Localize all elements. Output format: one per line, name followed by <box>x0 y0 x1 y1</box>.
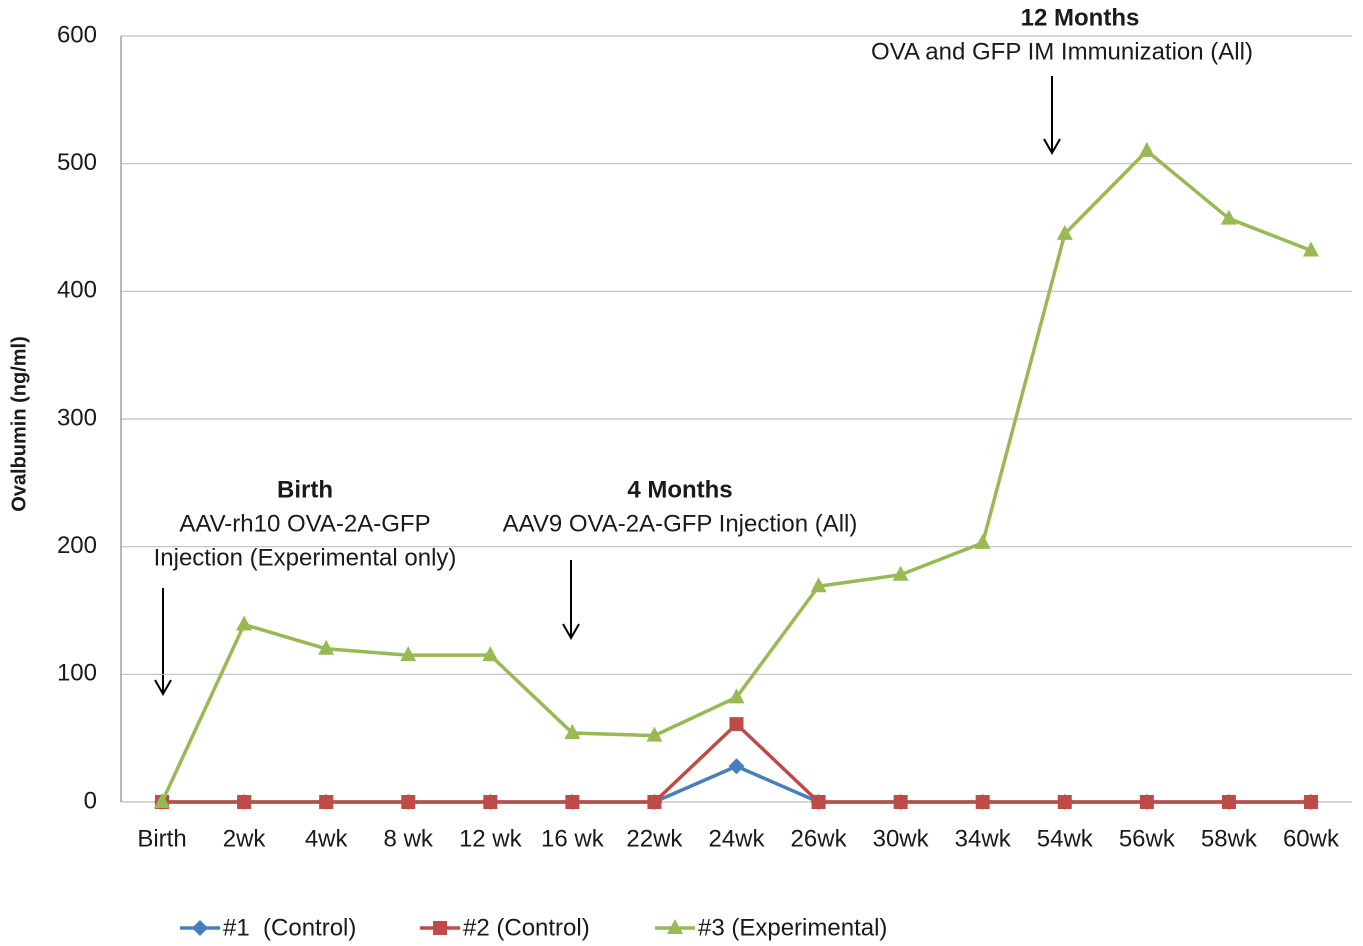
point <box>975 795 990 809</box>
point <box>237 795 252 809</box>
annotation-text: AAV9 OVA-2A-GFP Injection (All) <box>503 510 858 537</box>
series-line <box>160 149 1312 803</box>
x-tick-label: 60wk <box>1283 825 1340 852</box>
point <box>729 717 744 732</box>
point <box>1139 795 1154 809</box>
y-tick-label: 100 <box>57 660 97 687</box>
point <box>892 565 909 581</box>
arrows <box>154 76 1061 697</box>
y-tick-label: 200 <box>57 532 97 559</box>
legend-marker <box>192 920 208 936</box>
arrow <box>562 560 580 641</box>
x-tick-label: Birth <box>137 825 186 852</box>
point <box>318 639 335 655</box>
legend-marker <box>667 919 683 934</box>
x-tick-label: 22wk <box>626 825 683 852</box>
annotation-title: 12 Months <box>1021 4 1140 31</box>
point <box>646 726 663 742</box>
legend-label: #3 (Experimental) <box>698 914 887 941</box>
point <box>647 795 662 809</box>
point <box>1220 209 1237 225</box>
x-tick-label: 54wk <box>1037 825 1094 852</box>
y-tick-label: 500 <box>57 149 97 176</box>
x-tick-label: 58wk <box>1201 825 1258 852</box>
arrow <box>154 588 172 697</box>
x-tick-label: 34wk <box>955 825 1012 852</box>
annotation-title: 4 Months <box>627 476 732 503</box>
point <box>974 533 991 549</box>
y-axis-label: Ovalbumin (ng/ml) <box>8 336 30 512</box>
y-tick-label: 300 <box>57 404 97 431</box>
point <box>482 646 499 662</box>
point <box>154 793 171 808</box>
x-tick-label: 2wk <box>223 825 267 852</box>
point <box>401 795 416 809</box>
y-tick-label: 400 <box>57 277 97 304</box>
point <box>483 795 498 809</box>
x-tick-label: 56wk <box>1119 825 1176 852</box>
y-tick-label: 0 <box>84 787 97 814</box>
point <box>893 795 908 809</box>
annotation-text: Injection (Experimental only) <box>154 544 457 571</box>
point <box>400 646 417 662</box>
x-tick-label: 4wk <box>305 825 349 852</box>
y-tick-label: 600 <box>57 21 97 48</box>
point <box>565 795 580 809</box>
x-tick-label: 24wk <box>708 825 765 852</box>
point <box>1138 141 1155 157</box>
point <box>1303 795 1318 809</box>
point <box>810 577 827 593</box>
annotation-text: AAV-rh10 OVA-2A-GFP <box>179 510 430 537</box>
annotation-title: Birth <box>277 476 333 503</box>
x-tick-label: 16 wk <box>541 825 605 852</box>
x-tick-label: 30wk <box>873 825 930 852</box>
point <box>1302 241 1319 257</box>
x-tick-label: 12 wk <box>459 825 523 852</box>
point <box>1221 795 1236 809</box>
legend-marker <box>433 921 447 935</box>
point <box>564 724 581 740</box>
point <box>728 688 745 704</box>
x-tick-label: 8 wk <box>384 825 434 852</box>
legend-label: #1 (Control) <box>223 914 356 941</box>
annotation-text: OVA and GFP IM Immunization (All) <box>871 38 1253 65</box>
arrow <box>1043 76 1061 156</box>
point <box>236 615 253 631</box>
x-tick-label: 26wk <box>791 825 848 852</box>
point <box>319 795 334 809</box>
point <box>811 795 826 809</box>
point <box>1057 795 1072 809</box>
legend-label: #2 (Control) <box>463 914 590 941</box>
point <box>728 758 745 775</box>
point <box>1056 224 1073 240</box>
